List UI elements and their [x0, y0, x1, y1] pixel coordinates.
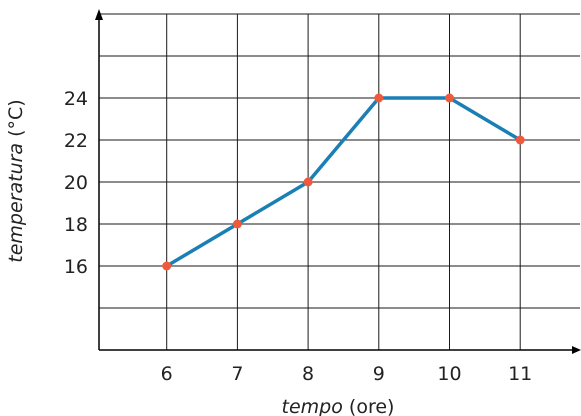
grid: [99, 13, 580, 350]
series-temperature: [162, 93, 525, 271]
data-point: [445, 93, 454, 103]
y-tick-label: 22: [64, 130, 88, 152]
data-point: [515, 135, 525, 145]
x-tick-label: 10: [437, 363, 461, 385]
data-point: [162, 261, 172, 271]
y-axis-title: temperatura (°C): [5, 99, 27, 262]
y-tick-label: 18: [64, 214, 88, 236]
x-tick-label: 8: [302, 363, 314, 385]
x-tick-label: 11: [508, 363, 532, 385]
y-axis-arrow: [95, 9, 103, 20]
y-tick-label: 16: [64, 256, 88, 278]
x-tick-label: 6: [161, 363, 173, 385]
x-tick-label: 7: [231, 363, 243, 385]
tick-labels: 6 7 8 9 10 11 16 18 20 22 24: [64, 88, 532, 385]
y-tick-label: 20: [64, 172, 88, 194]
data-point: [303, 177, 313, 187]
series-line: [164, 96, 522, 268]
data-point: [374, 93, 384, 103]
y-tick-label: 24: [64, 88, 88, 110]
x-axis-title: tempo (ore): [282, 396, 395, 416]
axes: [95, 9, 581, 354]
x-axis-arrow: [572, 346, 581, 354]
x-tick-label: 9: [373, 363, 385, 385]
x-axis-title-unit: (ore): [343, 396, 395, 416]
y-axis-title-main: temperatura: [5, 143, 27, 263]
data-point: [232, 219, 242, 229]
y-axis-title-unit: (°C): [5, 99, 27, 143]
x-axis-title-main: tempo: [282, 396, 343, 416]
